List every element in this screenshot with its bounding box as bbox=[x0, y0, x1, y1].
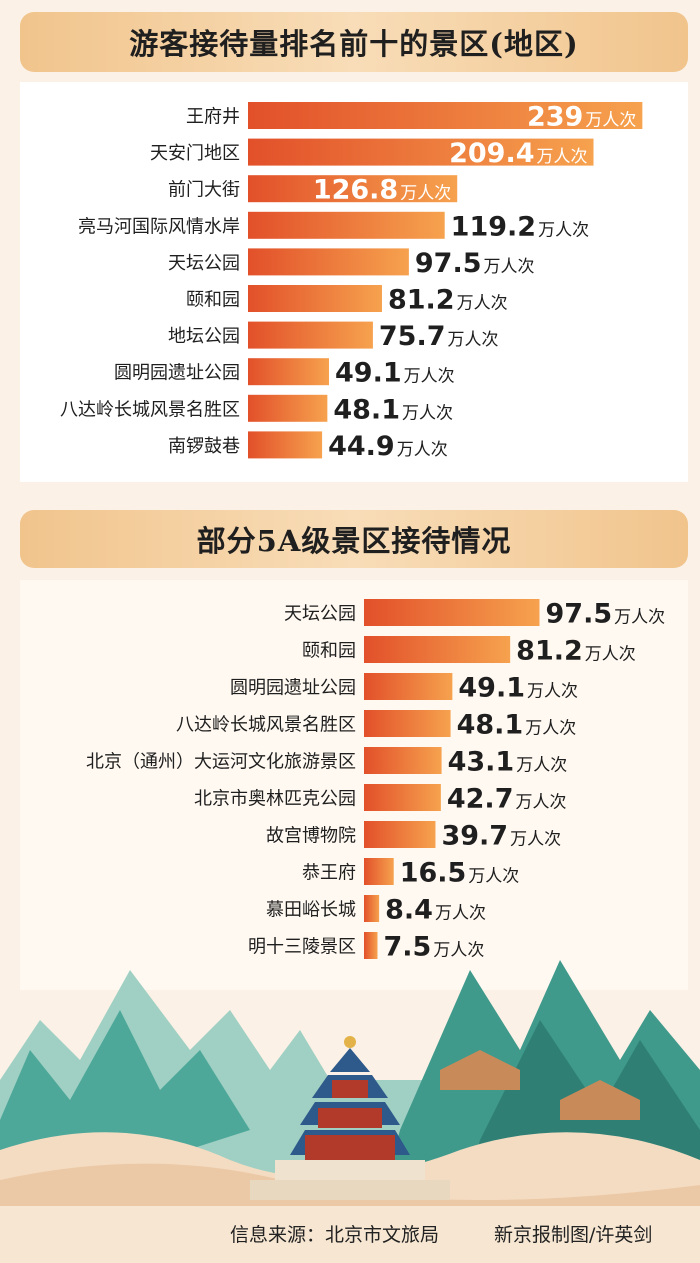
c1-category-label: 天安门地区 bbox=[150, 143, 240, 164]
c2-value-label: 49.1 万人次 bbox=[458, 673, 578, 704]
c1-category-label: 前门大街 bbox=[168, 180, 240, 201]
c1-bar bbox=[248, 358, 330, 386]
c2-bar bbox=[364, 895, 380, 922]
c2-value-label: 16.5 万人次 bbox=[400, 858, 520, 889]
chart2-title: 部分5A级景区接待情况 bbox=[20, 510, 688, 568]
c2-bar bbox=[364, 858, 394, 885]
c2-category-label: 故宫博物院 bbox=[266, 826, 356, 847]
c1-bar bbox=[248, 211, 445, 239]
c1-value-label: 81.2 万人次 bbox=[388, 285, 508, 316]
c2-category-label: 颐和园 bbox=[302, 641, 356, 662]
c1-value-label: 209.4 万人次 bbox=[449, 138, 587, 169]
mountain-temple-illustration bbox=[0, 960, 700, 1210]
c1-value-label: 239 万人次 bbox=[527, 102, 636, 133]
c2-category-label: 天坛公园 bbox=[284, 604, 356, 625]
temple-of-heaven-icon bbox=[250, 1036, 450, 1200]
c1-category-label: 地坛公园 bbox=[168, 326, 240, 347]
c2-bar bbox=[364, 747, 442, 774]
c1-category-label: 南锣鼓巷 bbox=[168, 436, 240, 457]
c1-category-label: 八达岭长城风景名胜区 bbox=[60, 399, 240, 420]
chart2-panel bbox=[20, 580, 688, 990]
c1-value-label: 75.7 万人次 bbox=[379, 321, 499, 352]
c2-value-label: 43.1 万人次 bbox=[448, 747, 568, 778]
c2-bar bbox=[364, 673, 453, 700]
c2-category-label: 八达岭长城风景名胜区 bbox=[176, 715, 356, 736]
c1-category-label: 亮马河国际风情水岸 bbox=[78, 216, 240, 237]
c2-value-label: 48.1 万人次 bbox=[457, 710, 577, 741]
chart1-title: 游客接待量排名前十的景区(地区) bbox=[20, 12, 688, 72]
c2-value-label: 42.7 万人次 bbox=[447, 784, 567, 815]
c1-bar bbox=[248, 175, 458, 203]
c2-bar bbox=[364, 636, 511, 663]
c2-value-label: 8.4 万人次 bbox=[385, 895, 486, 926]
c2-value-label: 97.5 万人次 bbox=[546, 599, 666, 630]
c2-bar bbox=[364, 821, 436, 848]
c1-category-label: 王府井 bbox=[186, 107, 240, 128]
c2-category-label: 圆明园遗址公园 bbox=[230, 678, 356, 699]
c1-bar bbox=[248, 248, 409, 276]
c1-category-label: 天坛公园 bbox=[168, 253, 240, 274]
c1-bar bbox=[248, 285, 382, 312]
source-text: 信息来源：北京市文旅局 bbox=[230, 1224, 440, 1246]
c1-value-label: 97.5 万人次 bbox=[415, 248, 535, 279]
c1-category-label: 颐和园 bbox=[186, 290, 240, 311]
c1-value-label: 119.2 万人次 bbox=[451, 211, 589, 242]
c1-bar bbox=[248, 321, 373, 349]
credit-text: 新京报制图/许英剑 bbox=[494, 1224, 653, 1246]
c1-value-label: 49.1 万人次 bbox=[335, 358, 455, 389]
c1-category-label: 圆明园遗址公园 bbox=[114, 363, 240, 384]
c2-bar bbox=[364, 932, 378, 959]
c1-value-label: 48.1 万人次 bbox=[333, 394, 453, 425]
c2-value-label: 81.2 万人次 bbox=[516, 636, 636, 667]
c1-bar bbox=[248, 138, 594, 166]
c1-bar bbox=[248, 394, 328, 422]
c2-value-label: 7.5 万人次 bbox=[384, 932, 485, 963]
footer: 信息来源：北京市文旅局 新京报制图/许英剑 bbox=[0, 1206, 700, 1263]
c1-value-label: 126.8 万人次 bbox=[313, 175, 451, 206]
c2-category-label: 恭王府 bbox=[302, 863, 356, 884]
c2-bar bbox=[364, 784, 441, 811]
c2-value-label: 39.7 万人次 bbox=[441, 821, 561, 852]
c2-category-label: 明十三陵景区 bbox=[248, 937, 356, 958]
c2-category-label: 北京（通州）大运河文化旅游景区 bbox=[86, 752, 356, 773]
c2-bar bbox=[364, 599, 540, 626]
c2-bar bbox=[364, 710, 451, 737]
c1-bar bbox=[248, 431, 323, 459]
c1-bar bbox=[248, 102, 643, 129]
c2-category-label: 慕田峪长城 bbox=[266, 900, 356, 921]
c2-category-label: 北京市奥林匹克公园 bbox=[194, 789, 356, 810]
c1-value-label: 44.9 万人次 bbox=[328, 431, 448, 462]
